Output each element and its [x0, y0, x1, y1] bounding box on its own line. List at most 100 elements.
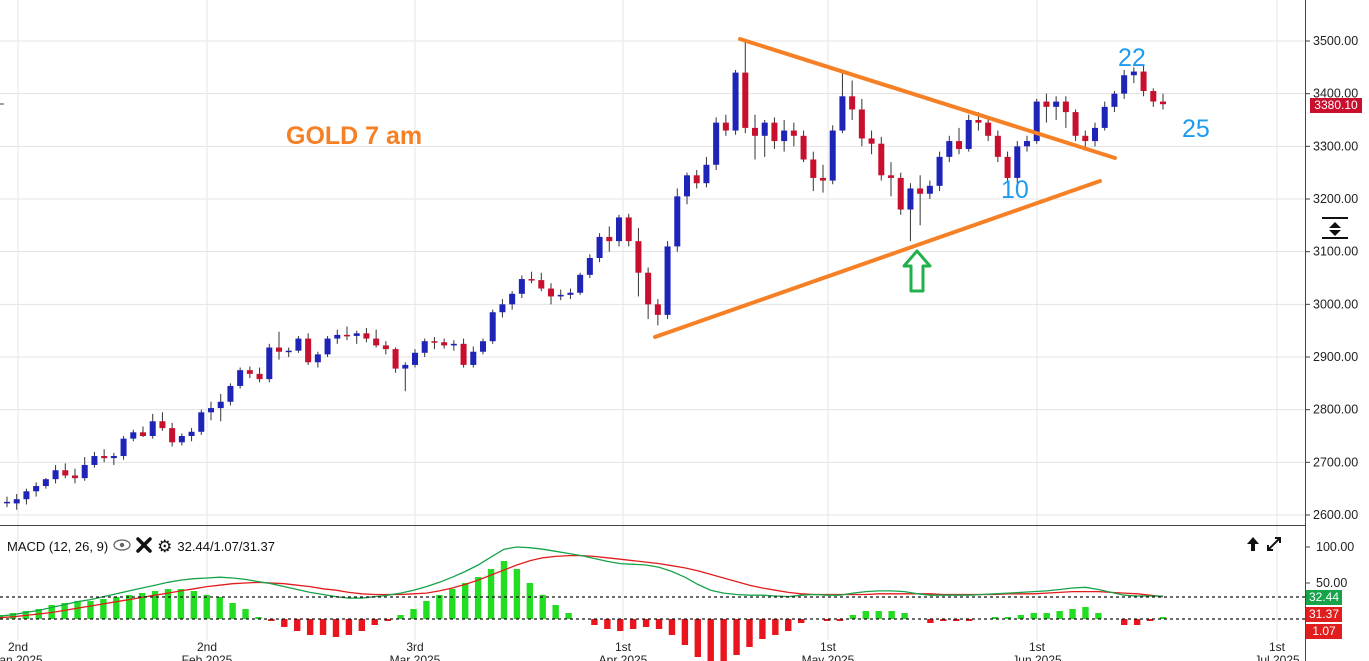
macd-histogram-bar	[1121, 619, 1128, 625]
candle-body	[130, 432, 137, 439]
macd-histogram-bar	[862, 611, 869, 619]
candle-body	[120, 438, 127, 457]
candle-body	[246, 370, 253, 374]
macd-histogram-bar	[126, 595, 133, 619]
candle-body	[1140, 71, 1147, 92]
candle-body	[878, 143, 885, 176]
macd-histogram-bar	[707, 619, 714, 661]
macd-histogram-bar	[953, 619, 960, 621]
candle-body	[722, 122, 729, 131]
macd-pane: 100.00 50.00	[0, 540, 1354, 661]
time-tick-month: May 2025	[802, 653, 855, 661]
upper-trendline[interactable]	[738, 37, 1117, 160]
candle-body	[917, 188, 924, 194]
candle-body	[237, 370, 244, 386]
candle-body	[314, 354, 321, 363]
macd-histogram-bar	[268, 619, 275, 621]
candle-body	[324, 338, 331, 355]
macd-histogram-bar	[242, 609, 249, 619]
macd-tick-label: 50.00	[1316, 576, 1347, 590]
macd-histogram-bar	[255, 617, 262, 619]
candle-body	[907, 188, 914, 210]
candle-body	[654, 304, 661, 315]
price-tick-label: 3400.00	[1313, 87, 1358, 101]
price-tick-label: 2600.00	[1313, 508, 1358, 522]
time-tick-day: 1st	[820, 640, 837, 654]
macd-histogram-bar	[965, 619, 973, 621]
candle-body	[946, 141, 953, 157]
macd-histogram-bar	[940, 619, 947, 621]
candle-body	[178, 436, 185, 443]
candle-body	[819, 177, 827, 181]
macd-histogram-bar	[1030, 613, 1037, 619]
candle-body	[285, 350, 292, 353]
candle-body	[567, 292, 574, 295]
macd-signal-line	[0, 554, 1164, 619]
candle-body	[353, 333, 360, 336]
candle-body	[664, 246, 671, 315]
candle-body	[198, 412, 205, 432]
macd-histogram-bar	[332, 619, 340, 637]
candle-body	[1130, 71, 1137, 76]
candle-body	[217, 401, 224, 409]
macd-histogram-bar	[875, 611, 882, 619]
macd-histogram-bar	[397, 615, 404, 619]
eye-icon[interactable]	[113, 539, 131, 553]
annotation-25: 25	[1182, 115, 1210, 143]
macd-histogram-bar	[138, 593, 146, 619]
candle-body	[557, 294, 564, 297]
macd-histogram-bar	[500, 561, 508, 619]
candle-body	[470, 351, 477, 365]
macd-histogram-bar	[151, 591, 159, 619]
gear-icon[interactable]: ⚙	[157, 536, 173, 556]
arrow-up-icon[interactable]	[1246, 536, 1260, 556]
candle-body	[1004, 156, 1011, 178]
macd-histogram-bar	[565, 613, 572, 619]
macd-histogram-bar	[1004, 617, 1012, 619]
price-tick-label: 3100.00	[1313, 245, 1358, 259]
candle-body	[926, 185, 933, 194]
macd-histogram-bar	[371, 619, 378, 625]
price-tick-label: 2900.00	[1313, 350, 1358, 364]
macd-histogram-bar	[358, 619, 366, 631]
candle-body	[1101, 106, 1108, 128]
candle-body	[868, 138, 875, 144]
candle-body	[62, 470, 69, 476]
candle-body	[965, 120, 972, 149]
candle-body	[81, 464, 88, 479]
candle-body	[1033, 101, 1040, 142]
macd-tick-label: 100.00	[1316, 540, 1354, 554]
expand-icon[interactable]	[1266, 536, 1282, 556]
macd-histogram-bar	[474, 577, 482, 619]
candle-body	[732, 72, 739, 131]
close-icon[interactable]	[136, 537, 152, 555]
candle-body	[460, 343, 467, 365]
candle-body	[518, 279, 525, 294]
macd-histogram-bar	[177, 589, 185, 619]
candle-body	[849, 96, 856, 110]
candle-body	[635, 241, 642, 273]
macd-histogram-bar	[436, 595, 443, 619]
signal-value-tag: 31.37	[1306, 607, 1342, 622]
macd-histogram-bar	[9, 613, 17, 619]
price-scale-toggle-button[interactable]	[1316, 214, 1354, 242]
macd-histogram-bar	[849, 615, 857, 619]
candle-body	[577, 274, 584, 293]
price-tick-label: 2700.00	[1313, 455, 1358, 469]
candle-body	[489, 312, 496, 342]
candle-body	[431, 341, 438, 343]
time-tick-month: Jul 2025	[1254, 653, 1300, 661]
candle-body	[305, 338, 312, 363]
macd-line	[0, 546, 1163, 617]
candle-body	[159, 421, 166, 429]
candle-body	[703, 164, 710, 184]
candle-body	[450, 343, 457, 346]
candle-body	[1159, 101, 1167, 105]
lower-trendline[interactable]	[653, 179, 1102, 339]
macd-histogram-bar	[87, 601, 94, 619]
candle-body	[693, 175, 700, 184]
macd-title: MACD (12, 26, 9)	[7, 538, 109, 554]
candle-body	[975, 120, 982, 123]
